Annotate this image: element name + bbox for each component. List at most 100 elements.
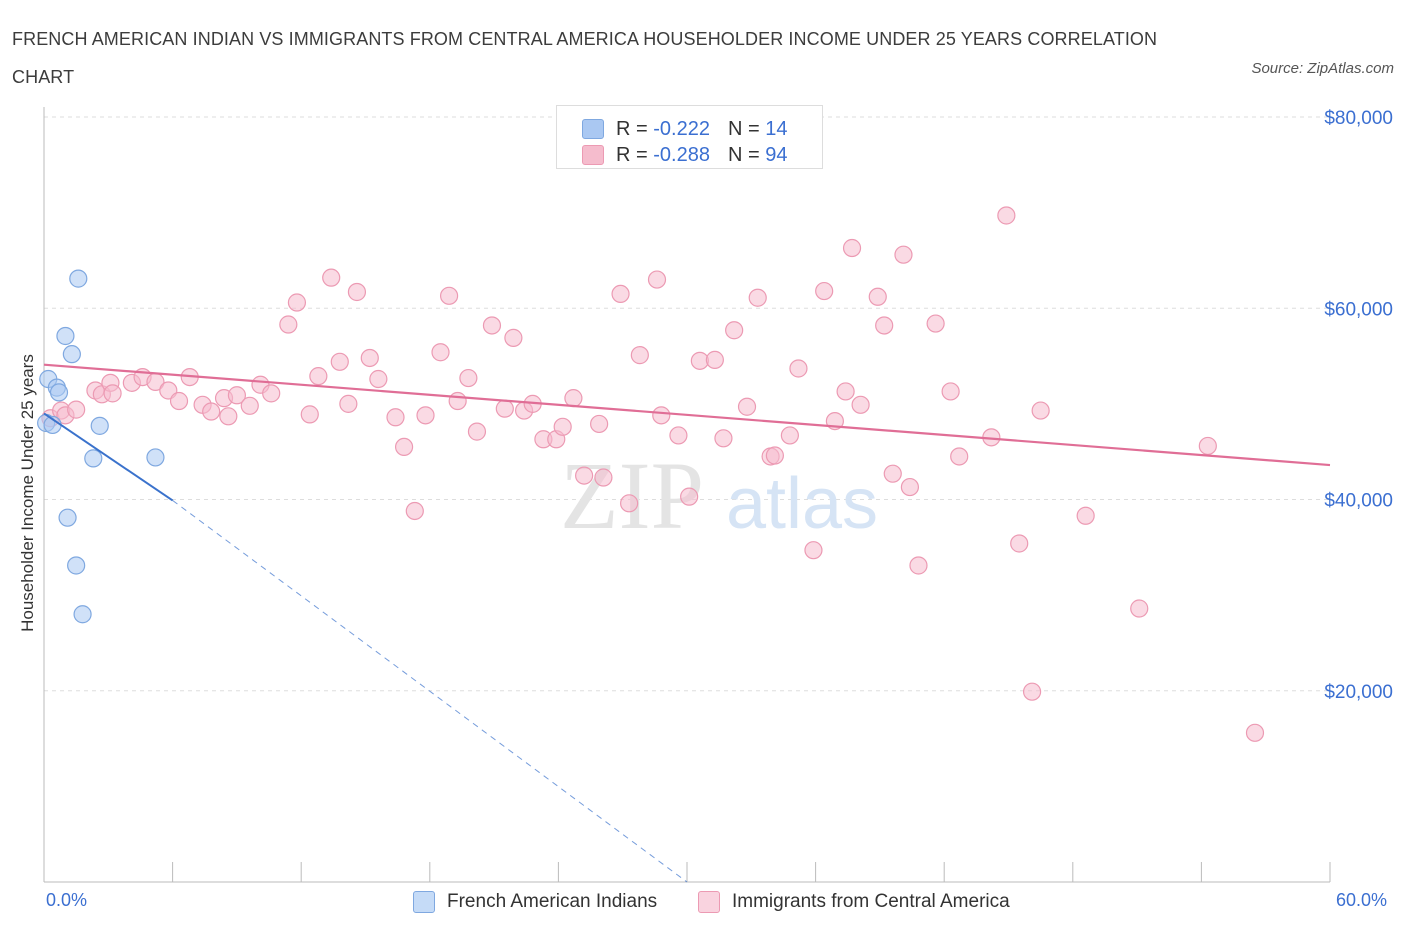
- y-tick-labels: $20,000 $40,000 $60,000 $80,000: [1324, 108, 1393, 703]
- y-tick-label: $80,000: [1324, 108, 1393, 129]
- series-immigrants-central-america-points: [41, 206, 1265, 742]
- correlation-legend: R = -0.222 N = 14 R = -0.288 N = 94: [556, 105, 823, 169]
- data-point-immigrants-central-america: [431, 343, 450, 362]
- data-point-immigrants-central-america: [926, 314, 945, 333]
- data-point-immigrants-central-america: [804, 541, 823, 560]
- data-point-immigrants-central-america: [1076, 506, 1095, 525]
- legend-swatch-blue: [413, 891, 435, 913]
- data-point-immigrants-central-america: [262, 384, 281, 403]
- data-point-immigrants-central-america: [103, 384, 122, 403]
- data-point-french-american-indians: [84, 449, 103, 468]
- legend-label: French American Indians: [447, 891, 658, 912]
- legend-n-label: N =: [727, 117, 760, 140]
- data-point-immigrants-central-america: [883, 464, 902, 483]
- data-point-french-american-indians: [62, 345, 81, 364]
- data-point-immigrants-central-america: [842, 238, 862, 258]
- data-point-immigrants-central-america: [594, 468, 613, 487]
- trend-lines: [43, 363, 1331, 883]
- data-point-immigrants-central-america: [1198, 436, 1217, 456]
- data-point-immigrants-central-america: [780, 426, 799, 445]
- data-point-immigrants-central-america: [875, 316, 894, 335]
- legend-r-value: -0.288: [653, 143, 710, 166]
- y-tick-label: $20,000: [1324, 682, 1393, 703]
- y-axis-label: Householder Income Under 25 years: [18, 354, 37, 632]
- data-point-immigrants-central-america: [630, 346, 649, 365]
- y-tick-label: $40,000: [1324, 491, 1393, 512]
- data-point-immigrants-central-america: [748, 288, 767, 307]
- data-point-french-american-indians: [146, 448, 165, 467]
- data-point-immigrants-central-america: [765, 446, 784, 465]
- data-point-immigrants-central-america: [669, 426, 688, 445]
- data-point-immigrants-central-america: [504, 328, 523, 347]
- data-point-immigrants-central-america: [575, 466, 594, 485]
- data-point-immigrants-central-america: [416, 406, 435, 425]
- data-point-immigrants-central-america: [360, 348, 379, 368]
- data-point-french-american-indians: [73, 605, 92, 624]
- data-point-immigrants-central-america: [900, 477, 920, 497]
- series-french-american-indians-points: [37, 269, 165, 624]
- legend-row-immigrants-central-america: R = -0.288 N = 94: [582, 142, 787, 168]
- data-point-immigrants-central-america: [448, 391, 467, 411]
- legend-r-value: -0.222: [653, 117, 710, 140]
- data-point-immigrants-central-america: [611, 284, 630, 304]
- data-point-immigrants-central-america: [405, 501, 424, 521]
- data-point-immigrants-central-america: [851, 395, 870, 414]
- data-point-immigrants-central-america: [240, 396, 259, 415]
- data-point-immigrants-central-america: [347, 282, 367, 302]
- data-point-immigrants-central-america: [1031, 401, 1050, 420]
- data-point-immigrants-central-america: [725, 321, 744, 340]
- data-point-immigrants-central-america: [868, 287, 887, 306]
- legend-r-label: R =: [616, 143, 648, 166]
- data-point-immigrants-central-america: [322, 268, 341, 287]
- data-point-immigrants-central-america: [287, 293, 307, 312]
- data-point-immigrants-central-america: [705, 350, 724, 369]
- data-point-french-american-indians: [58, 508, 77, 527]
- data-point-immigrants-central-america: [279, 315, 298, 334]
- data-point-immigrants-central-america: [1022, 682, 1042, 701]
- data-point-immigrants-central-america: [894, 245, 913, 264]
- data-point-immigrants-central-america: [564, 389, 583, 408]
- legend-n-value: 14: [765, 117, 788, 140]
- data-point-french-american-indians: [49, 383, 69, 402]
- data-point-immigrants-central-america: [652, 406, 671, 425]
- data-point-immigrants-central-america: [590, 414, 609, 434]
- data-point-immigrants-central-america: [789, 359, 808, 378]
- legend-item-french-american-indians[interactable]: French American Indians: [413, 888, 657, 916]
- data-point-immigrants-central-america: [1130, 599, 1149, 618]
- legend-r-label: R =: [616, 117, 648, 140]
- data-point-immigrants-central-america: [439, 286, 459, 305]
- legend-swatch-pink: [582, 145, 604, 165]
- data-point-immigrants-central-america: [714, 429, 733, 448]
- data-point-immigrants-central-america: [1010, 534, 1029, 553]
- data-point-immigrants-central-america: [309, 367, 328, 386]
- chart-source: Source: ZipAtlas.com: [1251, 60, 1394, 77]
- data-point-immigrants-central-america: [330, 352, 349, 371]
- x-tick-label-min: 0.0%: [46, 890, 88, 910]
- data-point-immigrants-central-america: [836, 382, 855, 401]
- data-point-immigrants-central-america: [227, 386, 246, 405]
- data-point-immigrants-central-america: [67, 400, 86, 419]
- legend-label: Immigrants from Central America: [732, 891, 1010, 912]
- data-point-immigrants-central-america: [680, 487, 699, 506]
- data-point-immigrants-central-america: [369, 369, 388, 389]
- data-point-immigrants-central-america: [1245, 723, 1265, 742]
- data-point-immigrants-central-america: [815, 281, 834, 301]
- data-point-immigrants-central-america: [647, 270, 667, 289]
- data-point-immigrants-central-america: [482, 316, 502, 335]
- data-point-immigrants-central-america: [394, 437, 414, 457]
- legend-item-immigrants-central-america[interactable]: Immigrants from Central America: [698, 888, 1010, 916]
- legend-swatch-blue: [582, 119, 604, 139]
- y-tick-label: $60,000: [1324, 299, 1393, 320]
- data-point-immigrants-central-america: [339, 394, 358, 413]
- data-point-immigrants-central-america: [553, 417, 572, 436]
- data-point-immigrants-central-america: [300, 405, 319, 424]
- data-point-immigrants-central-america: [169, 391, 189, 411]
- data-point-immigrants-central-america: [909, 556, 928, 575]
- legend-row-french-american-indians: R = -0.222 N = 14: [582, 116, 787, 142]
- trend-line-french-american-indians: [43, 412, 174, 502]
- trend-line-extension-french-american-indians: [172, 500, 688, 883]
- data-point-immigrants-central-america: [459, 368, 478, 388]
- data-point-immigrants-central-america: [467, 422, 487, 441]
- data-point-french-american-indians: [67, 556, 86, 575]
